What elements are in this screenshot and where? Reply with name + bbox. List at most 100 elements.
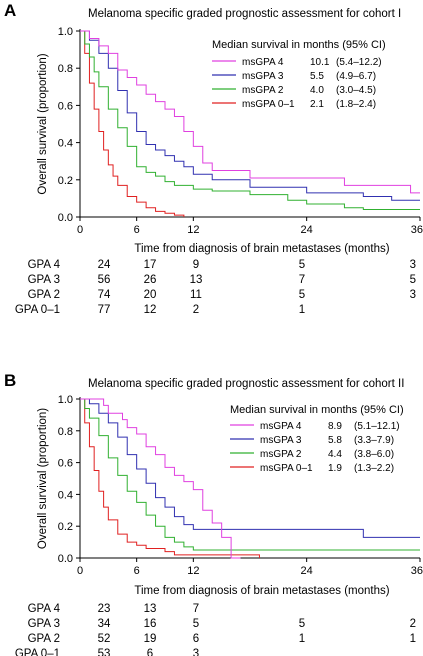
risk-table-cell: 20 bbox=[144, 289, 157, 301]
risk-table-row-label: GPA 2 bbox=[28, 633, 60, 645]
risk-table-cell: 5 bbox=[299, 618, 305, 630]
risk-table-cell: 11 bbox=[190, 289, 202, 301]
series-line-msgpa-3 bbox=[80, 30, 420, 201]
series-line-msgpa-3 bbox=[80, 398, 420, 538]
y-tick-label: 0.4 bbox=[58, 138, 73, 150]
series-line-msgpa-2 bbox=[80, 30, 420, 211]
risk-table-cell: 3 bbox=[193, 648, 199, 656]
risk-table-cell: 1 bbox=[410, 633, 416, 645]
risk-table-cell: 1 bbox=[299, 304, 305, 316]
legend-median: 8.9 bbox=[328, 421, 342, 432]
legend-median: 1.9 bbox=[328, 463, 342, 474]
risk-table-row-label: GPA 3 bbox=[28, 618, 60, 630]
legend-ci: (5.1–12.1) bbox=[354, 421, 400, 432]
risk-table-cell: 13 bbox=[144, 603, 157, 615]
risk-table-cell: 19 bbox=[144, 633, 157, 645]
risk-table-cell: 5 bbox=[193, 618, 199, 630]
risk-table-cell: 3 bbox=[410, 289, 416, 301]
x-tick-label: 24 bbox=[301, 224, 313, 236]
y-tick-label: 1.0 bbox=[58, 394, 73, 406]
x-tick-label: 12 bbox=[187, 565, 199, 577]
risk-table-cell: 26 bbox=[144, 274, 157, 286]
risk-table-cell: 13 bbox=[190, 274, 203, 286]
legend-series-name: msGPA 3 bbox=[260, 435, 302, 446]
legend-median: 5.8 bbox=[328, 435, 342, 446]
legend-median: 4.4 bbox=[328, 449, 342, 460]
risk-table-cell: 56 bbox=[98, 274, 111, 286]
risk-table-cell: 53 bbox=[98, 648, 111, 656]
risk-table-row-label: GPA 4 bbox=[28, 259, 61, 271]
legend-ci: (5.4–12.2) bbox=[336, 57, 382, 68]
x-axis-label: Time from diagnosis of brain metastases … bbox=[134, 243, 389, 255]
risk-table-cell: 2 bbox=[410, 618, 416, 630]
panel-b: B Melanoma specific graded prognostic ass… bbox=[4, 371, 423, 656]
risk-table-cell: 9 bbox=[193, 259, 199, 271]
risk-table-row-label: GPA 4 bbox=[28, 603, 61, 615]
panel-label: A bbox=[4, 1, 16, 20]
legend-ci: (3.3–7.9) bbox=[354, 435, 394, 446]
risk-table-cell: 34 bbox=[98, 618, 111, 630]
legend-median: 2.1 bbox=[310, 99, 324, 110]
legend-series-name: msGPA 2 bbox=[260, 449, 302, 460]
risk-table-row-label: GPA 3 bbox=[28, 274, 60, 286]
legend-series-name: msGPA 0–1 bbox=[242, 99, 295, 110]
y-tick-label: 0.2 bbox=[58, 521, 73, 533]
y-tick-label: 1.0 bbox=[58, 26, 73, 38]
risk-table-cell: 5 bbox=[299, 259, 305, 271]
series-line-msgpa-0-1 bbox=[80, 398, 260, 558]
y-tick-label: 0.8 bbox=[58, 426, 73, 438]
x-tick-label: 12 bbox=[187, 224, 199, 236]
legend-ci: (4.9–6.7) bbox=[336, 71, 376, 82]
legend-series-name: msGPA 0–1 bbox=[260, 463, 313, 474]
legend-ci: (1.3–2.2) bbox=[354, 463, 394, 474]
risk-table-cell: 16 bbox=[144, 618, 157, 630]
risk-table-cell: 3 bbox=[410, 259, 416, 271]
y-axis-label: Overall survival (proportion) bbox=[37, 53, 49, 194]
series-line-msgpa-2 bbox=[80, 398, 420, 551]
risk-table-cell: 74 bbox=[98, 289, 111, 301]
legend-series-name: msGPA 2 bbox=[242, 85, 284, 96]
x-tick-label: 0 bbox=[77, 565, 83, 577]
risk-table-cell: 1 bbox=[299, 633, 305, 645]
panel-a: A Melanoma specific graded prognostic ass… bbox=[4, 1, 423, 316]
legend-median: 5.5 bbox=[310, 71, 324, 82]
risk-table-cell: 6 bbox=[147, 648, 153, 656]
y-axis-label: Overall survival (proportion) bbox=[37, 408, 49, 549]
y-tick-label: 0.6 bbox=[58, 458, 73, 470]
risk-table-cell: 17 bbox=[144, 259, 157, 271]
legend-title: Median survival in months (95% CI) bbox=[230, 404, 404, 416]
x-tick-label: 6 bbox=[134, 224, 140, 236]
legend-series-name: msGPA 3 bbox=[242, 71, 284, 82]
risk-table-cell: 5 bbox=[299, 289, 305, 301]
x-tick-label: 6 bbox=[134, 565, 140, 577]
risk-table-cell: 2 bbox=[193, 304, 199, 316]
legend-ci: (1.8–2.4) bbox=[336, 99, 376, 110]
risk-table-cell: 23 bbox=[98, 603, 111, 615]
y-tick-label: 0.6 bbox=[58, 100, 73, 112]
legend-series-name: msGPA 4 bbox=[242, 57, 284, 68]
legend-median: 10.1 bbox=[310, 57, 330, 68]
risk-table-cell: 52 bbox=[98, 633, 111, 645]
legend-title: Median survival in months (95% CI) bbox=[212, 39, 386, 51]
series-line-msgpa-0-1 bbox=[80, 30, 185, 217]
x-axis-label: Time from diagnosis of brain metastases … bbox=[134, 585, 389, 597]
risk-table-cell: 7 bbox=[193, 603, 199, 615]
series-line-msgpa-4 bbox=[80, 398, 241, 559]
y-tick-label: 0.4 bbox=[58, 489, 73, 501]
y-tick-label: 0.2 bbox=[58, 175, 73, 187]
risk-table-cell: 7 bbox=[299, 274, 305, 286]
risk-table-cell: 5 bbox=[410, 274, 416, 286]
risk-table-row-label: GPA 2 bbox=[28, 289, 60, 301]
legend-ci: (3.8–6.0) bbox=[354, 449, 394, 460]
series-line-msgpa-4 bbox=[80, 30, 420, 194]
risk-table-cell: 12 bbox=[144, 304, 157, 316]
x-tick-label: 24 bbox=[301, 565, 313, 577]
chart-title: Melanoma specific graded prognostic asse… bbox=[88, 8, 401, 20]
risk-table-row-label: GPA 0–1 bbox=[15, 648, 60, 656]
x-tick-label: 0 bbox=[77, 224, 83, 236]
panel-label: B bbox=[4, 371, 16, 390]
risk-table-cell: 77 bbox=[98, 304, 111, 316]
y-tick-label: 0.0 bbox=[58, 212, 73, 224]
risk-table-cell: 6 bbox=[193, 633, 199, 645]
